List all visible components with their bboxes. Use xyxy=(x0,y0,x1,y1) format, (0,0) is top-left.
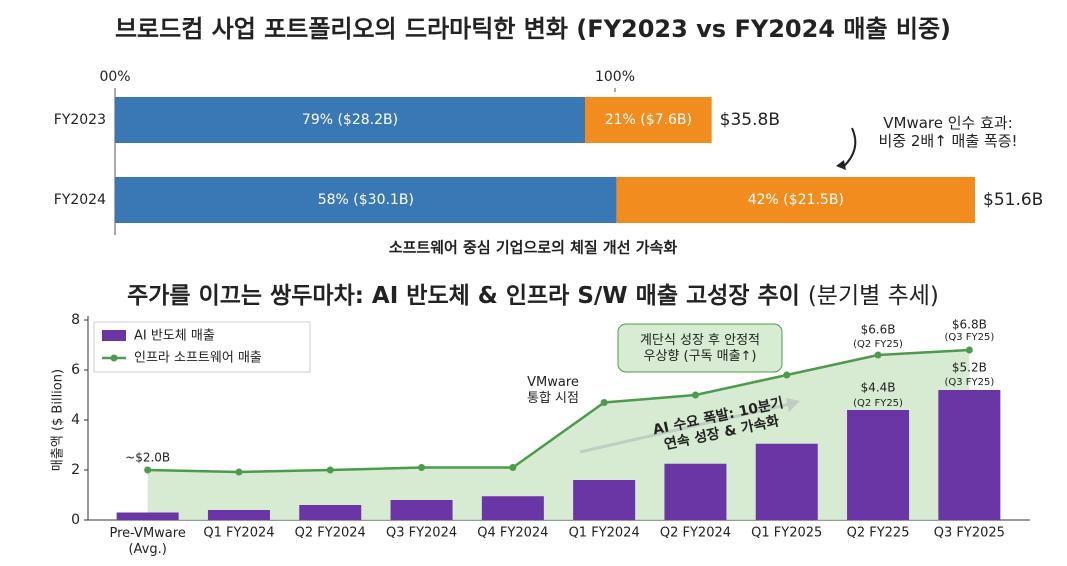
y-tick-label: 6 xyxy=(71,362,80,378)
bar xyxy=(664,463,727,520)
y-tick-label: 8 xyxy=(71,312,80,328)
legend-swatch xyxy=(102,330,126,341)
footnote: 소프트웨어 중심 기업으로의 체질 개선 가속화 xyxy=(389,239,678,257)
bar xyxy=(207,510,270,520)
bar xyxy=(299,505,362,520)
annotation: (Q3 FY25) xyxy=(944,332,994,343)
bar-segment xyxy=(115,177,617,223)
x-tick-label: Q2 FY225 xyxy=(847,526,910,541)
total-label: $35.8B xyxy=(720,110,780,130)
data-label: 79% ($28.2B) xyxy=(302,112,398,128)
data-label: $6.8B xyxy=(952,318,987,332)
bar xyxy=(847,410,910,520)
bar-segment xyxy=(616,177,975,223)
line-point xyxy=(965,346,973,354)
data-label: ~$2.0B xyxy=(125,451,170,465)
annotation: VMware 인수 효과: 비중 2배↑ 매출 폭증! xyxy=(878,114,1017,150)
y-tick-label: FY2024 xyxy=(54,192,106,208)
y-tick-label: 0 xyxy=(71,512,80,528)
data-label: 21% ($7.6B) xyxy=(605,112,692,128)
line-point xyxy=(874,351,882,359)
x-tick-label: Q3 FY2025 xyxy=(934,526,1005,541)
chart-title: 브로드컴 사업 포트폴리오의 드라마틱한 변화 (FY2023 vs FY202… xyxy=(115,15,951,43)
data-label: $5.2B xyxy=(952,361,987,375)
annotation: (Q2 FY25) xyxy=(853,398,903,409)
line-point xyxy=(691,391,699,399)
bar xyxy=(390,500,453,520)
y-tick-label: 4 xyxy=(71,412,80,428)
x-tick-label: Q2 FY2024 xyxy=(295,526,366,541)
x-tick-label: 00% xyxy=(99,69,130,85)
line-point xyxy=(783,371,791,379)
x-tick-label: Q1 FY2025 xyxy=(751,526,822,541)
data-label: $6.6B xyxy=(861,323,896,337)
line-point xyxy=(509,464,517,471)
bar xyxy=(755,443,818,520)
x-tick-label: 100% xyxy=(595,69,635,85)
y-tick-label: FY2023 xyxy=(54,112,106,128)
total-label: $51.6B xyxy=(983,190,1043,210)
annotation: VMware 통합 시점 xyxy=(527,375,579,406)
annotation-box xyxy=(617,323,783,373)
bar xyxy=(938,390,1001,520)
legend-label: 인프라 소프트웨어 매출 xyxy=(134,351,262,366)
annotation: (Q2 FY25) xyxy=(853,339,903,350)
data-label: 42% ($21.5B) xyxy=(748,192,844,208)
line xyxy=(147,348,970,474)
x-tick-label: Q4 FY2024 xyxy=(477,526,548,541)
data-label: 58% ($30.1B) xyxy=(318,192,414,208)
bar xyxy=(573,480,636,520)
annotation: (Q3 FY25) xyxy=(944,377,994,388)
line-point xyxy=(326,466,334,474)
line-point xyxy=(418,464,426,471)
bar-segment xyxy=(585,97,712,143)
x-tick-label: Pre-VMware (Avg.) xyxy=(109,526,185,557)
y-tick-label: 2 xyxy=(71,462,80,478)
line-point xyxy=(235,468,243,476)
legend-swatch xyxy=(110,354,118,362)
arrow-head xyxy=(836,160,846,170)
line-point xyxy=(600,399,608,406)
legend xyxy=(93,321,311,373)
bar-segment xyxy=(115,97,585,143)
x-tick-label: Q3 FY2024 xyxy=(386,526,457,541)
bar xyxy=(116,512,179,520)
x-tick-label: Q2 FY2024 xyxy=(660,526,731,541)
y-axis-label: 매출액 ($ Billion) xyxy=(51,369,66,471)
arrow xyxy=(841,127,857,169)
chart-title: 주가를 이끄는 쌍두마차: AI 반도체 & 인프라 S/W 매출 고성장 추이… xyxy=(127,283,939,309)
legend-label: AI 반도체 매출 xyxy=(134,329,215,344)
data-label: $4.4B xyxy=(861,381,896,395)
line-point xyxy=(144,466,152,474)
x-tick-label: Q1 FY2024 xyxy=(203,526,274,541)
x-tick-label: Q1 FY2024 xyxy=(569,526,640,541)
annotation: 계단식 성장 후 안정적 우상향 (구독 매출↑) xyxy=(640,333,760,364)
bar xyxy=(481,496,544,520)
